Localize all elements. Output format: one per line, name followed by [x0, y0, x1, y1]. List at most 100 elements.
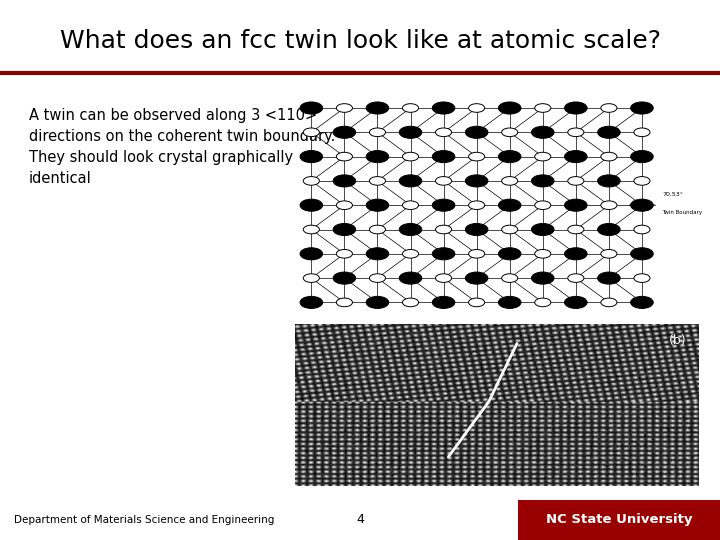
Circle shape [303, 128, 320, 137]
Circle shape [598, 175, 620, 187]
Text: A twin can be observed along 3 <110>
directions on the coherent twin boundary.
T: A twin can be observed along 3 <110> dir… [29, 108, 336, 186]
Circle shape [336, 201, 353, 210]
Circle shape [369, 177, 385, 185]
Circle shape [634, 274, 650, 282]
Circle shape [303, 177, 320, 185]
Circle shape [498, 296, 521, 308]
Circle shape [333, 224, 356, 235]
Circle shape [402, 152, 418, 161]
Text: What does an fcc twin look like at atomic scale?: What does an fcc twin look like at atomi… [60, 29, 660, 52]
Circle shape [436, 225, 451, 234]
Text: NC State University: NC State University [546, 513, 693, 526]
Circle shape [631, 296, 653, 308]
Circle shape [564, 199, 587, 211]
Circle shape [366, 102, 389, 114]
Text: Twin Boundary: Twin Boundary [662, 210, 702, 214]
Circle shape [631, 199, 653, 211]
Circle shape [465, 126, 488, 138]
Circle shape [432, 248, 455, 260]
Circle shape [498, 102, 521, 114]
Text: Department of Materials Science and Engineering: Department of Materials Science and Engi… [14, 515, 275, 525]
Circle shape [399, 224, 422, 235]
Circle shape [564, 248, 587, 260]
Circle shape [300, 248, 323, 260]
Circle shape [399, 175, 422, 187]
Circle shape [634, 128, 650, 137]
Circle shape [402, 201, 418, 210]
Circle shape [598, 272, 620, 284]
Circle shape [600, 249, 617, 258]
Circle shape [631, 248, 653, 260]
Circle shape [631, 151, 653, 163]
Circle shape [399, 126, 422, 138]
Circle shape [366, 199, 389, 211]
Circle shape [564, 102, 587, 114]
Circle shape [498, 199, 521, 211]
Circle shape [333, 175, 356, 187]
Circle shape [568, 128, 584, 137]
Circle shape [465, 175, 488, 187]
Circle shape [336, 104, 353, 112]
Circle shape [600, 152, 617, 161]
Circle shape [333, 126, 356, 138]
Bar [518, 500, 720, 540]
Circle shape [402, 298, 418, 307]
Circle shape [436, 177, 451, 185]
Circle shape [600, 104, 617, 112]
Circle shape [369, 128, 385, 137]
Circle shape [531, 126, 554, 138]
Circle shape [600, 298, 617, 307]
Circle shape [465, 224, 488, 235]
Circle shape [469, 249, 485, 258]
Circle shape [598, 224, 620, 235]
Circle shape [502, 177, 518, 185]
Circle shape [399, 272, 422, 284]
Circle shape [535, 201, 551, 210]
Circle shape [564, 296, 587, 308]
Circle shape [336, 298, 353, 307]
Circle shape [369, 274, 385, 282]
Text: 70.53°: 70.53° [662, 192, 683, 197]
Circle shape [535, 249, 551, 258]
Circle shape [469, 201, 485, 210]
Circle shape [568, 177, 584, 185]
Text: 4: 4 [356, 513, 364, 526]
Circle shape [333, 272, 356, 284]
Circle shape [502, 274, 518, 282]
Circle shape [432, 296, 455, 308]
Circle shape [531, 175, 554, 187]
Circle shape [535, 152, 551, 161]
Circle shape [502, 225, 518, 234]
Circle shape [303, 225, 320, 234]
Circle shape [465, 272, 488, 284]
Circle shape [432, 102, 455, 114]
Bar [0, 500, 518, 540]
Circle shape [436, 128, 451, 137]
Circle shape [469, 298, 485, 307]
Circle shape [634, 177, 650, 185]
Circle shape [366, 151, 389, 163]
Text: (b): (b) [669, 334, 686, 347]
Circle shape [535, 104, 551, 112]
Circle shape [436, 274, 451, 282]
Circle shape [300, 102, 323, 114]
Circle shape [631, 102, 653, 114]
Circle shape [568, 274, 584, 282]
Circle shape [366, 296, 389, 308]
Circle shape [598, 126, 620, 138]
Circle shape [402, 104, 418, 112]
Circle shape [300, 199, 323, 211]
Circle shape [634, 225, 650, 234]
Circle shape [369, 225, 385, 234]
Circle shape [502, 128, 518, 137]
Circle shape [336, 152, 353, 161]
Circle shape [535, 298, 551, 307]
Circle shape [568, 225, 584, 234]
Circle shape [300, 151, 323, 163]
Circle shape [402, 249, 418, 258]
Circle shape [498, 248, 521, 260]
Circle shape [432, 151, 455, 163]
Circle shape [336, 249, 353, 258]
Circle shape [366, 248, 389, 260]
Circle shape [469, 152, 485, 161]
